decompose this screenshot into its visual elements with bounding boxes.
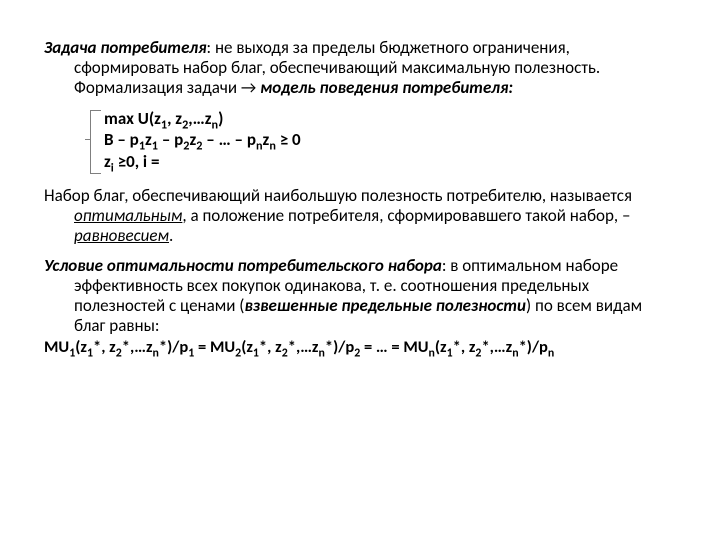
brace-icon [90,110,101,174]
p1-lead: Задача потребителя [44,37,207,58]
math-line-2: B – p1z1 – p2z2 – … – pnzn ≥ 0 [104,129,676,150]
equation-mu: MU1(z1*, z2*,…zn*)/p1 = MU2(z1*, z2*,…zn… [44,338,676,358]
p2-t3: . [169,225,173,246]
paragraph-optimality-condition: Условие оптимальности потребительского н… [44,256,676,336]
paragraph-problem: Задача потребителя: не выходя за пределы… [44,38,676,98]
p3-inner: взвешенные предельные полезности [244,295,526,316]
math-line-1: max U(z1, z2,…zn) [104,108,676,129]
p1-tail: модель поведения потребителя: [260,77,513,98]
p2-iu2: равновесием [74,225,169,246]
p2-iu1: оптимальным [74,205,182,226]
p3-lead: Условие оптимальности потребительского н… [44,255,442,276]
p2-t1: Набор благ, обеспечивающий наибольшую по… [44,185,632,206]
math-system: max U(z1, z2,…zn) B – p1z1 – p2z2 – … – … [104,108,676,172]
math-line-3: zi ≥0, i = [104,151,676,172]
paragraph-optimal-set: Набор благ, обеспечивающий наибольшую по… [44,186,676,246]
p2-t2: , а положение потребителя, сформировавше… [182,205,630,226]
